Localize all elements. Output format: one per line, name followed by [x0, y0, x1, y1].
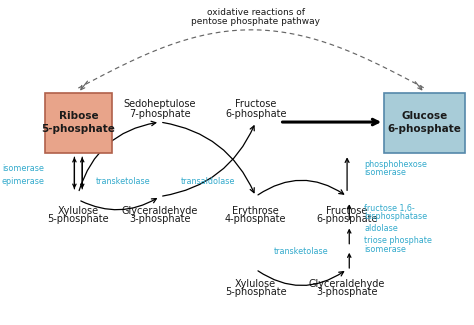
Text: pentose phosphate pathway: pentose phosphate pathway: [191, 17, 320, 26]
Text: transketolase: transketolase: [96, 177, 151, 187]
Text: 4-phosphate: 4-phosphate: [225, 214, 286, 224]
Text: isomerase: isomerase: [365, 168, 406, 177]
Text: 6-phosphate: 6-phosphate: [225, 109, 286, 119]
Text: transketolase: transketolase: [274, 247, 328, 256]
Text: isomerase: isomerase: [3, 164, 45, 174]
Text: triose phosphate: triose phosphate: [365, 237, 432, 245]
Text: isomerase: isomerase: [365, 245, 406, 254]
Text: 3-phosphate: 3-phosphate: [129, 214, 191, 224]
Text: transaldolase: transaldolase: [181, 177, 235, 187]
Text: 5-phosphate: 5-phosphate: [225, 287, 286, 297]
Text: bisphosphatase: bisphosphatase: [365, 212, 428, 221]
Text: Xylulose: Xylulose: [58, 206, 99, 216]
Text: Fructose: Fructose: [327, 206, 368, 216]
Text: Erythrose: Erythrose: [232, 206, 279, 216]
Text: aldolase: aldolase: [365, 224, 398, 232]
Text: oxidative reactions of: oxidative reactions of: [207, 7, 305, 17]
Text: 3-phosphate: 3-phosphate: [316, 287, 378, 297]
Text: Sedoheptulose: Sedoheptulose: [124, 99, 196, 109]
Text: Glucose
6-phosphate: Glucose 6-phosphate: [387, 111, 461, 135]
Text: Ribose
5-phosphate: Ribose 5-phosphate: [41, 111, 115, 135]
Text: 7-phosphate: 7-phosphate: [129, 109, 191, 119]
Text: 5-phosphate: 5-phosphate: [47, 214, 109, 224]
Text: Glyceraldehyde: Glyceraldehyde: [309, 279, 385, 289]
Text: phosphohexose: phosphohexose: [365, 160, 428, 169]
Text: 6-phosphate: 6-phosphate: [316, 214, 378, 224]
Text: fructose 1,6-: fructose 1,6-: [365, 204, 415, 213]
Text: Fructose: Fructose: [235, 99, 276, 109]
Text: Xylulose: Xylulose: [235, 279, 276, 289]
FancyBboxPatch shape: [384, 93, 465, 153]
Text: Glyceraldehyde: Glyceraldehyde: [122, 206, 198, 216]
FancyBboxPatch shape: [45, 93, 112, 153]
Text: epimerase: epimerase: [2, 177, 45, 187]
